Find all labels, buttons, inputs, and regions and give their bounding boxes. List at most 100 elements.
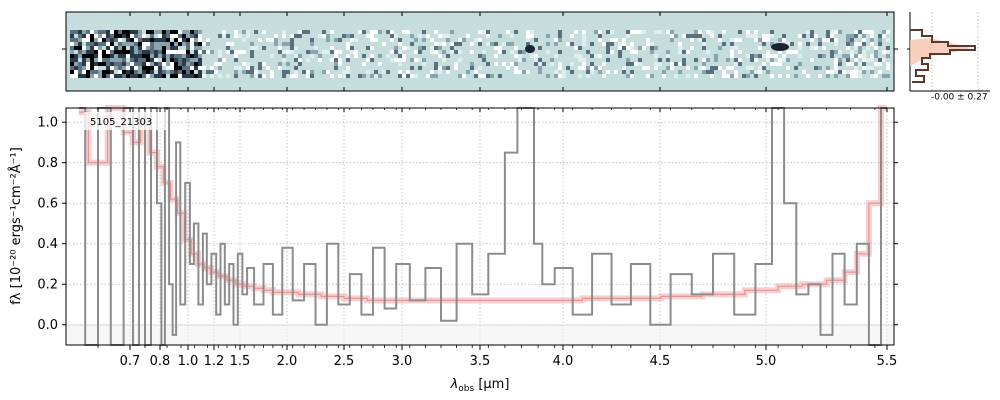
spectrum-2d-pixel xyxy=(666,58,670,62)
spectrum-2d-pixel xyxy=(870,54,874,58)
spectrum-2d-pixel xyxy=(102,34,106,38)
spectrum-2d-pixel xyxy=(314,46,318,50)
spectrum-2d-pixel xyxy=(470,62,474,66)
spectrum-2d-pixel xyxy=(502,62,506,66)
spectrum-2d-pixel xyxy=(606,70,610,74)
spectrum-2d-pixel xyxy=(162,62,166,66)
spectrum-2d-pixel xyxy=(578,54,582,58)
spectrum-2d-pixel xyxy=(258,38,262,42)
spectrum-2d-pixel xyxy=(582,58,586,62)
spectrum-2d-pixel xyxy=(398,54,402,58)
spectrum-2d-pixel xyxy=(806,74,810,78)
spectrum-2d-pixel xyxy=(86,54,90,58)
spectrum-2d-pixel xyxy=(362,54,366,58)
spectrum-2d-pixel xyxy=(850,62,854,66)
spectrum-2d-pixel xyxy=(198,58,202,62)
spectrum-2d-pixel xyxy=(150,34,154,38)
spectrum-2d-pixel xyxy=(134,58,138,62)
spectrum-2d-pixel xyxy=(358,74,362,78)
spectrum-2d-pixel xyxy=(70,38,74,42)
spectrum-2d-pixel xyxy=(606,46,610,50)
spectrum-2d-pixel xyxy=(142,70,146,74)
spectrum-2d-pixel xyxy=(514,62,518,66)
spectrum-2d-pixel xyxy=(470,50,474,54)
spectrum-2d-pixel xyxy=(154,62,158,66)
spectrum-2d-pixel xyxy=(546,42,550,46)
spectrum-2d-pixel xyxy=(166,38,170,42)
spectrum-2d-pixel xyxy=(94,54,98,58)
spectrum-2d-pixel xyxy=(338,74,342,78)
spectrum-2d-pixel xyxy=(766,70,770,74)
spectrum-2d-pixel xyxy=(378,74,382,78)
spectrum-2d-pixel xyxy=(130,42,134,46)
spectrum-2d-pixel xyxy=(374,70,378,74)
spectrum-2d-pixel xyxy=(878,70,882,74)
spectrum-2d-pixel xyxy=(114,50,118,54)
spectrum-2d-pixel xyxy=(86,42,90,46)
x-tick-label: 0.8 xyxy=(150,354,171,369)
spectrum-2d-pixel xyxy=(546,50,550,54)
spectrum-2d-pixel xyxy=(550,62,554,66)
spectrum-2d-pixel xyxy=(514,46,518,50)
spectrum-2d-pixel xyxy=(438,66,442,70)
spectrum-2d-pixel xyxy=(178,50,182,54)
spectrum-2d-pixel xyxy=(134,34,138,38)
spectrum-2d-pixel xyxy=(234,70,238,74)
spectrum-2d-pixel xyxy=(162,30,166,34)
spectrum-2d-pixel xyxy=(158,38,162,42)
spectrum-2d-pixel xyxy=(886,46,890,50)
spectrum-2d-pixel xyxy=(510,34,514,38)
spectrum-2d-pixel xyxy=(158,42,162,46)
spectrum-2d-pixel xyxy=(754,70,758,74)
spectrum-2d-pixel xyxy=(442,34,446,38)
spectrum-2d-pixel xyxy=(166,54,170,58)
spectrum-2d-pixel xyxy=(786,74,790,78)
spectrum-2d-pixel xyxy=(738,62,742,66)
spectrum-2d-pixel xyxy=(526,34,530,38)
spectrum-2d-pixel xyxy=(114,46,118,50)
spectrum-2d-pixel xyxy=(138,74,142,78)
spectrum-2d-pixel xyxy=(794,74,798,78)
spectrum-2d-pixel xyxy=(662,70,666,74)
spectrum-2d-pixel xyxy=(130,30,134,34)
spectrum-2d-pixel xyxy=(82,62,86,66)
spectrum-2d-pixel xyxy=(110,30,114,34)
spectrum-2d-pixel xyxy=(70,70,74,74)
spectrum-2d-pixel xyxy=(246,66,250,70)
spectrum-2d-pixel xyxy=(782,54,786,58)
spectrum-2d-pixel xyxy=(730,50,734,54)
spectrum-2d-pixel xyxy=(870,38,874,42)
spectrum-2d-pixel xyxy=(218,34,222,38)
spectrum-2d-pixel xyxy=(750,70,754,74)
spectrum-2d-pixel xyxy=(298,34,302,38)
spectrum-2d-pixel xyxy=(886,50,890,54)
spectrum-2d-pixel xyxy=(578,66,582,70)
spectrum-2d-pixel xyxy=(302,70,306,74)
spectrum-2d-pixel xyxy=(346,70,350,74)
spectrum-2d-pixel xyxy=(150,74,154,78)
spectrum-2d-pixel xyxy=(882,50,886,54)
spectrum-2d-pixel xyxy=(762,34,766,38)
spectrum-2d-pixel xyxy=(618,42,622,46)
spectrum-2d-pixel xyxy=(430,70,434,74)
spectrum-2d-pixel xyxy=(70,66,74,70)
spectrum-2d-pixel xyxy=(762,62,766,66)
spectrum-2d-pixel xyxy=(746,74,750,78)
spectrum-2d-pixel xyxy=(490,74,494,78)
spectrum-2d-pixel xyxy=(282,74,286,78)
spectrum-2d-pixel xyxy=(198,62,202,66)
spectrum-2d-pixel xyxy=(866,46,870,50)
spectrum-2d-pixel xyxy=(450,30,454,34)
spectrum-2d-pixel xyxy=(234,54,238,58)
spectrum-2d-pixel xyxy=(294,66,298,70)
spectrum-2d-pixel xyxy=(142,50,146,54)
spectrum-2d-pixel xyxy=(334,54,338,58)
spectrum-2d-pixel xyxy=(810,58,814,62)
spectrum-2d-pixel xyxy=(270,70,274,74)
spectrum-2d-pixel xyxy=(698,30,702,34)
spectrum-2d-pixel xyxy=(270,74,274,78)
spectrum-2d-pixel xyxy=(342,70,346,74)
spectrum-2d-pixel xyxy=(586,74,590,78)
spectrum-2d-pixel xyxy=(142,54,146,58)
spectrum-2d-pixel xyxy=(366,58,370,62)
